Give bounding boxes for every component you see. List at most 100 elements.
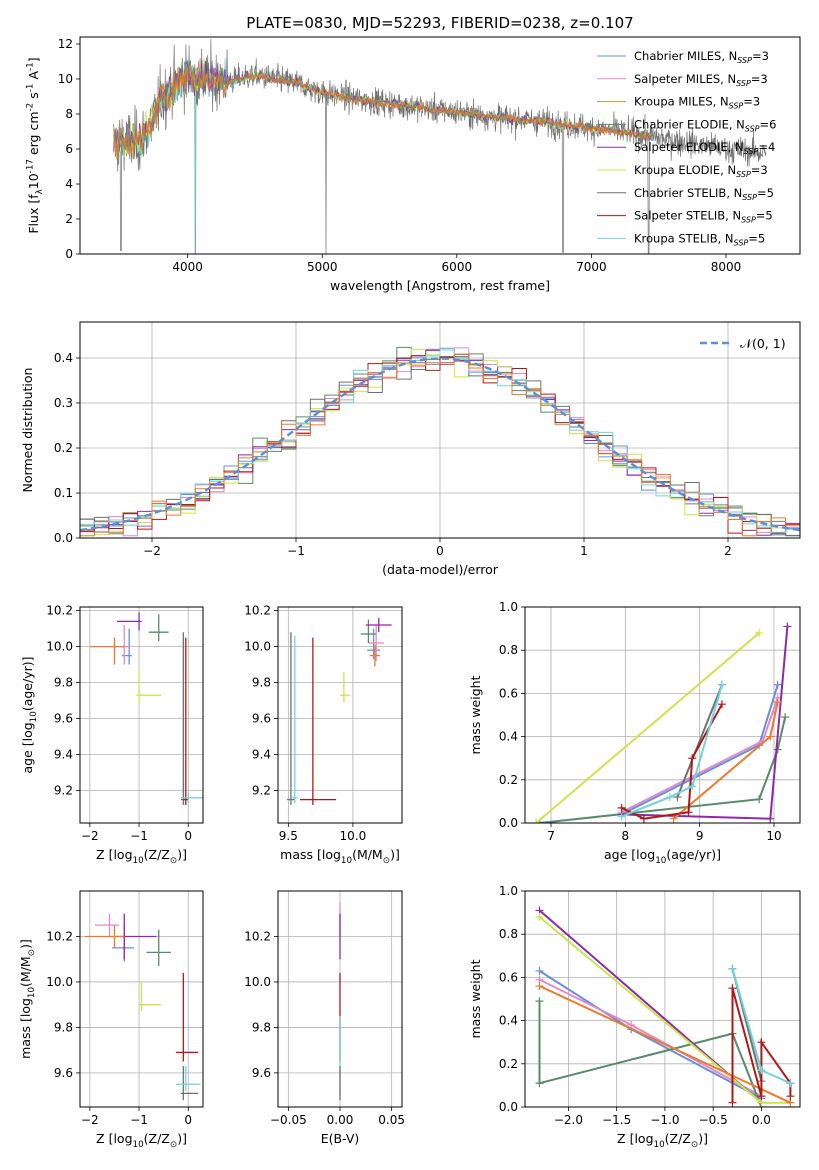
data-point-marker [535,982,544,991]
y-tick-label: 9.6 [252,712,271,726]
data-point-marker [535,966,544,975]
data-point-marker [728,964,737,973]
legend-entry: Kroupa ELODIE, NSSP=3 [634,163,768,179]
series-line [676,684,723,798]
x-tick-label: 0.00 [327,1113,354,1127]
series-line [539,985,791,1104]
y-axis-label: Normed distribution [20,368,35,493]
x-axis-label: (data-model)/error [382,562,499,577]
data-point-marker [535,912,544,921]
plot-area [532,622,792,823]
y-tick-label: 0.2 [54,441,73,455]
y-axis-label: Flux [fλ10-17 erg cm-2 s-1 A-1] [25,57,44,233]
data-point-marker [773,745,782,754]
y-tick-label: 10.2 [46,929,73,943]
data-point-marker [783,622,792,631]
x-axis-label: E(B-V) [321,1131,360,1146]
y-tick-label: 0.8 [499,643,518,657]
axes-frame [524,890,801,1108]
x-tick-label: 8 [622,829,630,843]
y-tick-label: 0.4 [499,1014,518,1028]
normal-reference-curve [80,357,800,532]
data-point-marker [532,819,541,823]
y-tick-label: 0.4 [499,730,518,744]
y-tick-label: 10.0 [244,975,271,989]
data-point-marker [728,984,737,993]
x-tick-label: −1 [130,1113,148,1127]
y-tick-label: 9.8 [54,1020,73,1034]
series-line [539,716,787,823]
x-tick-label: 0 [436,544,444,558]
figure-title: PLATE=0830, MJD=52293, FIBERID=0238, z=0… [246,14,633,32]
model-spectrum [113,57,652,165]
data-point-marker [757,1066,766,1075]
y-tick-label: 0.4 [54,351,73,365]
axes-frame [79,890,204,1108]
legend-entry: 𝒩(0, 1) [740,336,786,351]
x-axis-label: Z [log10(Z/Z⊙)] [96,847,187,866]
data-point-marker [766,814,775,823]
y-axis-label: mass weight [468,675,483,754]
x-tick-label: 2 [724,544,732,558]
x-tick-label: 0.05 [378,1113,405,1127]
y-tick-label: 0.0 [499,816,518,830]
x-tick-label: −1 [287,544,305,558]
y-tick-label: 2 [65,212,73,226]
y-tick-label: 12 [58,37,73,51]
data-point-marker [535,997,544,1006]
spectrum-panel: 4000 5000 6000 7000 8000 0 2 4 6 8 10 12 wavelength … [25,36,801,293]
x-tick-label: 1 [580,544,588,558]
data-point-marker [766,732,775,741]
axes-frame [79,321,801,539]
data-point-marker [728,1098,737,1107]
legend-entry: Salpeter STELIB, NSSP=5 [634,209,773,225]
x-axis-label: Z [log10(Z/Z⊙)] [96,1131,187,1150]
x-tick-label: 10 [766,829,781,843]
y-tick-label: 10.0 [46,975,73,989]
axes-frame [524,606,801,824]
data-point-marker [786,1092,795,1101]
x-tick-label: −2 [81,1113,99,1127]
legend-entry: Chabrier ELODIE, NSSP=6 [634,117,776,133]
data-point-marker [773,698,782,707]
y-tick-label: 9.8 [54,676,73,690]
data-point-marker [781,713,790,722]
x-axis-label: wavelength [Angstrom, rest frame] [330,278,550,293]
y-tick-label: 9.6 [252,1066,271,1080]
axes-frame [79,606,204,824]
axes-frame [277,606,403,824]
data-point-marker [773,680,782,689]
y-tick-label: 0.0 [54,531,73,545]
axes-frame [277,890,403,1108]
y-tick-label: 9.4 [54,748,73,762]
y-tick-label: 9.6 [54,1066,73,1080]
data-point-marker [717,700,726,709]
x-tick-label: 0 [184,1113,192,1127]
x-tick-label: −1 [130,829,148,843]
y-tick-label: 1.0 [499,884,518,898]
y-tick-label: 9.2 [54,784,73,798]
x-tick-label: 0.0 [752,1113,771,1127]
x-tick-label: −2 [81,829,99,843]
x-tick-label: 9.5 [279,829,298,843]
spectrum-legend: Chabrier MILES, NSSP=3 Salpeter MILES, NS… [597,49,776,247]
legend-entry: Kroupa STELIB, NSSP=5 [634,231,765,247]
y-tick-label: 0 [65,247,73,261]
weight-vs-metallicity-panel: −2.0 −1.5 −1.0 −0.5 0.0 0.0 0.2 0.4 0.6 0.8 1.0 Z [… [468,884,801,1150]
y-tick-label: 8 [65,107,73,121]
x-axis-label: Z [log10(Z/Z⊙)] [617,1131,708,1150]
data-point-marker [665,793,674,802]
y-tick-label: 0.0 [499,1100,518,1114]
age-vs-metallicity-panel: −2 −1 0 9.2 9.4 9.6 9.8 10.0 10.2 Z [log10(Z/Z⊙)]… [20,604,204,866]
x-tick-label: −2 [143,544,161,558]
plot-area [535,906,795,1107]
series-line [535,632,760,823]
y-axis-label: mass [log10(M/M⊙)] [18,939,37,1059]
y-tick-label: 10.2 [244,929,271,943]
y-tick-label: 0.3 [54,396,73,410]
data-point-marker [755,795,764,804]
y-tick-label: 9.2 [252,784,271,798]
x-tick-label: 5000 [307,260,338,274]
weight-vs-age-panel: 7 8 9 10 0.0 0.2 0.4 0.6 0.8 1.0 age [log10(age/yr… [468,600,801,866]
